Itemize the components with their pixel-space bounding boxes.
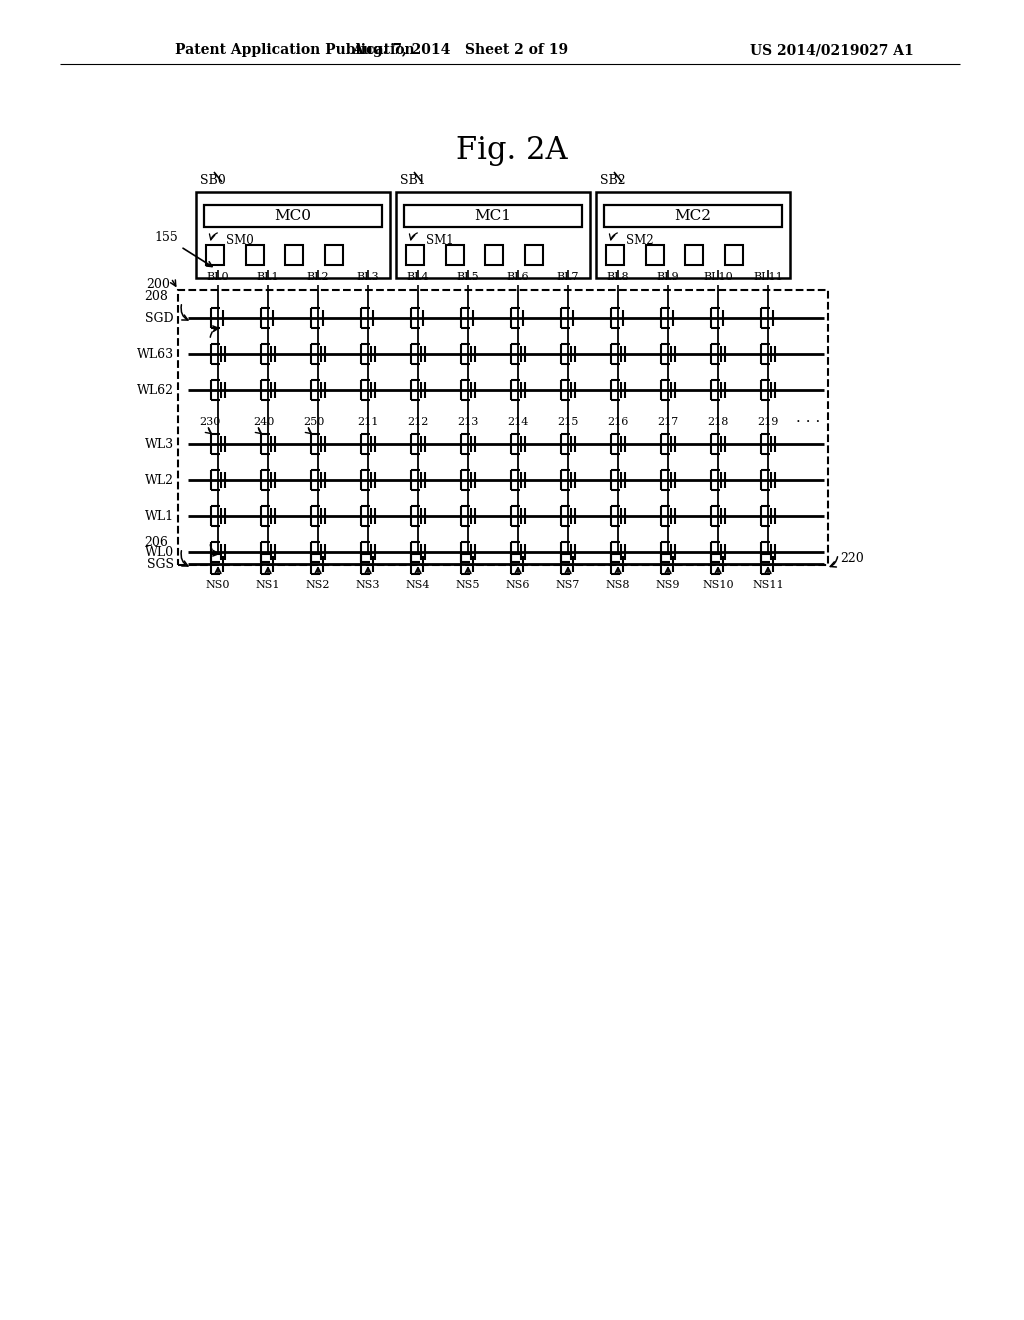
Text: 217: 217 — [657, 417, 679, 426]
Bar — [325, 246, 343, 265]
Text: WL0: WL0 — [144, 545, 174, 558]
Text: WL63: WL63 — [137, 347, 174, 360]
Text: BL7: BL7 — [557, 272, 580, 282]
Bar — [404, 205, 582, 227]
Text: 200: 200 — [146, 277, 170, 290]
Text: WL2: WL2 — [145, 474, 174, 487]
Text: 240: 240 — [253, 417, 274, 426]
Bar — [206, 246, 224, 265]
Text: BL11: BL11 — [753, 272, 783, 282]
Bar — [445, 246, 464, 265]
Bar — [246, 246, 263, 265]
Text: SGD: SGD — [145, 312, 174, 325]
Text: MC2: MC2 — [675, 209, 712, 223]
Bar — [204, 205, 382, 227]
Text: SGS: SGS — [147, 557, 174, 570]
Text: 250: 250 — [303, 417, 325, 426]
Bar — [196, 191, 390, 279]
Text: MC1: MC1 — [474, 209, 512, 223]
Text: US 2014/0219027 A1: US 2014/0219027 A1 — [750, 44, 913, 57]
Text: BL8: BL8 — [606, 272, 630, 282]
Bar — [645, 246, 664, 265]
Text: SB1: SB1 — [400, 173, 426, 186]
Bar — [524, 246, 543, 265]
Bar — [596, 191, 790, 279]
Text: NS5: NS5 — [456, 579, 480, 590]
Text: WL62: WL62 — [137, 384, 174, 396]
Text: NS2: NS2 — [306, 579, 331, 590]
Text: 220: 220 — [840, 553, 864, 565]
Text: BL10: BL10 — [703, 272, 733, 282]
Text: 218: 218 — [708, 417, 729, 426]
Text: SB2: SB2 — [600, 173, 626, 186]
Bar — [485, 246, 503, 265]
Bar — [178, 290, 828, 565]
Text: 215: 215 — [557, 417, 579, 426]
Text: 212: 212 — [408, 417, 429, 426]
Text: BL1: BL1 — [257, 272, 280, 282]
Text: 216: 216 — [607, 417, 629, 426]
Text: Patent Application Publication: Patent Application Publication — [175, 44, 415, 57]
Text: Aug. 7, 2014   Sheet 2 of 19: Aug. 7, 2014 Sheet 2 of 19 — [352, 44, 568, 57]
Text: SM0: SM0 — [226, 234, 254, 247]
Text: NS9: NS9 — [655, 579, 680, 590]
Text: SB0: SB0 — [200, 173, 225, 186]
Text: NS0: NS0 — [206, 579, 230, 590]
Text: NS4: NS4 — [406, 579, 430, 590]
Text: BL2: BL2 — [306, 272, 330, 282]
Text: WL3: WL3 — [144, 437, 174, 450]
Bar — [725, 246, 742, 265]
Text: NS11: NS11 — [753, 579, 783, 590]
Text: WL1: WL1 — [144, 510, 174, 523]
Text: Fig. 2A: Fig. 2A — [456, 135, 568, 165]
Text: NS7: NS7 — [556, 579, 581, 590]
Text: SM2: SM2 — [626, 234, 653, 247]
Text: 155: 155 — [155, 231, 212, 267]
Text: BL9: BL9 — [656, 272, 679, 282]
Text: MC0: MC0 — [274, 209, 311, 223]
Text: BL5: BL5 — [457, 272, 479, 282]
Bar — [285, 246, 303, 265]
Text: NS8: NS8 — [606, 579, 630, 590]
Text: · · ·: · · · — [796, 414, 820, 429]
Text: BL6: BL6 — [507, 272, 529, 282]
Text: NS6: NS6 — [506, 579, 530, 590]
Bar — [685, 246, 703, 265]
Bar — [406, 246, 424, 265]
Bar — [604, 205, 782, 227]
Text: 206: 206 — [144, 536, 168, 549]
Text: BL0: BL0 — [207, 272, 229, 282]
Text: SM1: SM1 — [426, 234, 454, 247]
Text: 211: 211 — [357, 417, 379, 426]
Text: NS10: NS10 — [702, 579, 734, 590]
Bar — [396, 191, 590, 279]
Text: NS1: NS1 — [256, 579, 281, 590]
Text: 219: 219 — [758, 417, 778, 426]
Text: 230: 230 — [200, 417, 221, 426]
Text: BL4: BL4 — [407, 272, 429, 282]
Bar — [606, 246, 624, 265]
Text: 213: 213 — [458, 417, 478, 426]
Text: 208: 208 — [144, 289, 168, 302]
Text: NS3: NS3 — [355, 579, 380, 590]
Text: BL3: BL3 — [356, 272, 379, 282]
Text: 214: 214 — [507, 417, 528, 426]
